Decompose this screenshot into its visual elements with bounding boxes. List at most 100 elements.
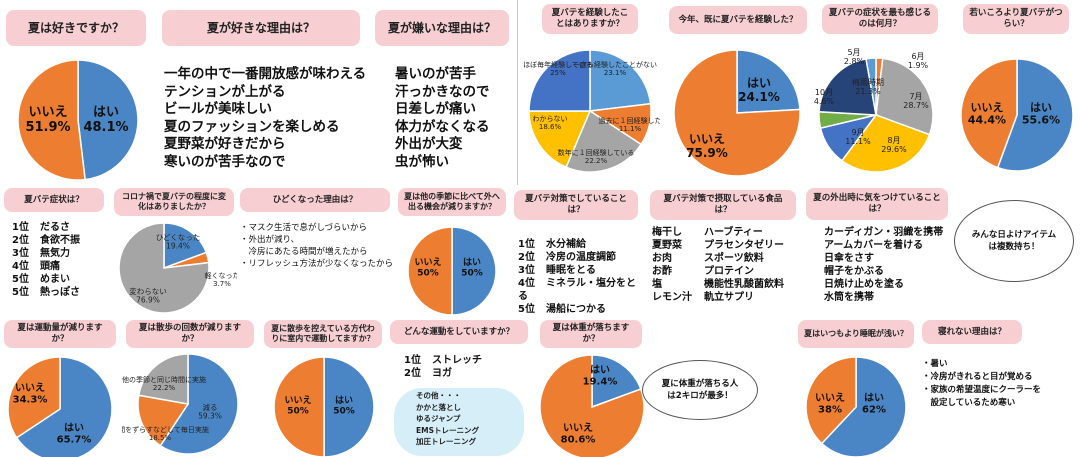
rank-label: 4位 [12, 261, 29, 272]
slice-label: 他の季節と同じ時間に実施 22.2% [122, 375, 206, 392]
slice-label: 6月 1.9% [908, 52, 929, 70]
symptoms-title: 夏バテ症状は？ [4, 188, 104, 212]
list-item: 暑いのが苦手 [395, 66, 476, 82]
chart-title: 夏は体重が落ちますか？ [540, 320, 642, 348]
rank-text: 食欲不振 [40, 235, 80, 246]
list-item: お酢 [652, 266, 672, 277]
slice-label: 7月 28.7% [903, 92, 929, 110]
pie-slice [118, 222, 210, 314]
slice-label-value: 80.6% [561, 435, 596, 446]
rank-item: 1位 だるさ [12, 221, 80, 234]
rank-text: 冷房の温度調節 [546, 252, 616, 263]
panel-exercise-amount: 夏は運動量が減りますか？ はい 65.7% いいえ 34.3% [0, 318, 120, 457]
list-item: 夏野菜が好きだから [164, 136, 286, 152]
pie-chart-harder: はい 55.6% いいえ 44.4% [960, 58, 1074, 172]
rank-label: 2位 [404, 368, 421, 379]
list-item: 日傘をさす [824, 253, 874, 264]
measures-title: 夏バテ対策でしていることは？ [514, 190, 638, 220]
slice-label: いいえ 50% [414, 257, 441, 278]
divider-vertical [517, 0, 518, 185]
worse-reasons-title: ひどくなった理由は？ [240, 188, 390, 212]
slice-label-name: はい [590, 364, 610, 376]
slice-label: 5月 2.8% [844, 48, 865, 66]
rank-text: 無気力 [40, 248, 70, 259]
outing-title: 夏の外出時に気をつけていることは？ [806, 188, 948, 220]
slice-label: はい 48.1% [83, 105, 128, 135]
list-item: プロテイン [704, 266, 754, 277]
slice-label: はい 50% [461, 257, 483, 278]
slice-label-value: 44.4% [968, 114, 1006, 127]
rank-text: ミネラル・塩分をとる [518, 278, 636, 302]
list-item: EMSトレーニング [416, 425, 479, 435]
list-item: ・冷房がきれると目が覚める [922, 372, 1033, 382]
pie-chart-go-out: はい 50% いいえ 50% [407, 226, 497, 316]
rank-label: 5位 [12, 287, 29, 298]
slice-label-name: はい [1030, 101, 1052, 114]
slice-label: いいえ 38% [815, 392, 845, 416]
pie-slice [589, 49, 652, 112]
slice-label-value: 50% [417, 268, 439, 278]
slice-label-value: 18.5% [149, 434, 172, 442]
pie-slice [840, 114, 931, 173]
slice-label-value: 65.7% [57, 435, 92, 446]
slice-label-name: いいえ [284, 395, 311, 406]
slice-label-value: 59.3% [198, 412, 222, 421]
panel-like-reasons: 夏が好きな理由は？ 一年の中で一番開放感が味わえる テンションが上がる ビールが美味… [160, 0, 370, 185]
slice-label-value: 22.2% [153, 384, 176, 392]
panel-dislike-reasons: 夏が嫌いな理由は？ 暑いのが苦手 汗っかきなので 日差しが痛い 体力がなくなる 外出が大… [373, 0, 513, 185]
rank-text: 頭痛 [40, 261, 60, 272]
pie-slice [137, 394, 190, 447]
nosleep-title: 寝れない理由は？ [922, 320, 1022, 344]
list-item: ゆるジャンプ [416, 414, 461, 423]
pie-chart-month: 5月 2.8% 6月 1.9% 7月 28.7% 8月 29.6% 9月 11.1% 10月 4.6%… [814, 48, 934, 173]
list-item: その他・・・ [416, 391, 461, 400]
slice-label-name: 6月 [911, 52, 924, 61]
panel-worse-reasons: ひどくなった理由は？ ・マスク生活で息がしづらいから ・外出が減り、 冷房にあたる… [238, 186, 393, 316]
rank-item: 2位 ヨガ [404, 367, 482, 380]
pie-slice [539, 354, 645, 457]
list-item: 加圧トレーニング [416, 437, 476, 446]
slice-label-value: 50% [333, 406, 355, 416]
slice-label-name: 他の季節と同じ時間に実施 [122, 375, 206, 384]
panel-experience: 夏バテを経験したことはありますか？ 一度も経験したことがない 23.1% 過去に１回… [518, 0, 660, 185]
list-item: カーディガン・羽織を携帯 [824, 227, 944, 238]
slice-label: いいえ 51.9% [25, 105, 70, 135]
slice-label-value: 11.1% [845, 137, 871, 146]
pie-chart-experience: 一度も経験したことがない 23.1% 過去に１回経験した 11.1% 数年に１回経験して… [523, 49, 660, 173]
slice-label: 10月 4.6% [814, 88, 835, 106]
slice-label: 変わらない 76.9% [129, 286, 167, 305]
slice-label-name: 一度も経験したことがない [573, 60, 657, 69]
slice-label-name: 10月 [815, 88, 833, 97]
slice-label: ひどくなった 19.4% [156, 233, 201, 251]
slice-label: いいえ 34.3% [13, 382, 48, 406]
slice-label-name: 5月 [847, 48, 860, 57]
exercise-other-cloud [394, 388, 524, 456]
chart-title: 今年、既に夏バテを経験した？ [669, 6, 807, 34]
exercise-list: 1位 ストレッチ 2位 ヨガ [404, 354, 482, 380]
rank-text: 熱っぽさ [40, 287, 80, 298]
rank-item: 3位 睡眠をとる [518, 264, 642, 277]
panel-weight: 夏は体重が落ちますか？ はい 19.4% いいえ 80.6% 夏に体重が落ちる人は2キ… [534, 318, 794, 457]
rank-text: 湯船につかる [546, 304, 606, 315]
rank-label: 1位 [12, 222, 29, 233]
list-item: ・リフレッシュ方法が少なくなったから [240, 259, 394, 269]
chart-title: 夏バテを経験したことはありますか？ [542, 4, 638, 34]
rank-label: 2位 [518, 252, 535, 263]
pie-slice [7, 356, 61, 439]
panel-go-out: 夏は他の季節に比べて外へ出る機会が減りますか？ はい 50% いいえ 50% [396, 186, 508, 316]
panel-corona: コロナ禍で夏バテの程度に変化はありましたか？ ひどくなった 19.4% 軽くなった 3… [112, 186, 237, 316]
pie-chart-like-summer: はい 48.1% いいえ 51.9% [17, 59, 139, 181]
pie-slice [77, 59, 139, 181]
slice-label-name: はい [64, 422, 84, 434]
pie-chart-corona: ひどくなった 19.4% 軽くなった 3.7% 変わらない 76.9% [118, 222, 237, 314]
slice-label-name: はい [864, 392, 884, 404]
panel-outing: 夏の外出時に気をつけていることは？ カーディガン・羽織を携帯 アームカバーを着ける… [804, 186, 1080, 316]
list-item: ハーブティー [704, 227, 763, 238]
slice-label-name: 時間をずらすなどして毎日実施 [122, 425, 209, 434]
slice-label: 8月 29.6% [881, 136, 907, 154]
list-item: 設定しているため寒い [922, 398, 1016, 408]
pie-chart-weight: はい 19.4% いいえ 80.6% [539, 354, 645, 457]
chart-title: 若いころより夏バテがつらい？ [963, 4, 1069, 34]
slice-label: 9月 11.1% [845, 128, 871, 146]
